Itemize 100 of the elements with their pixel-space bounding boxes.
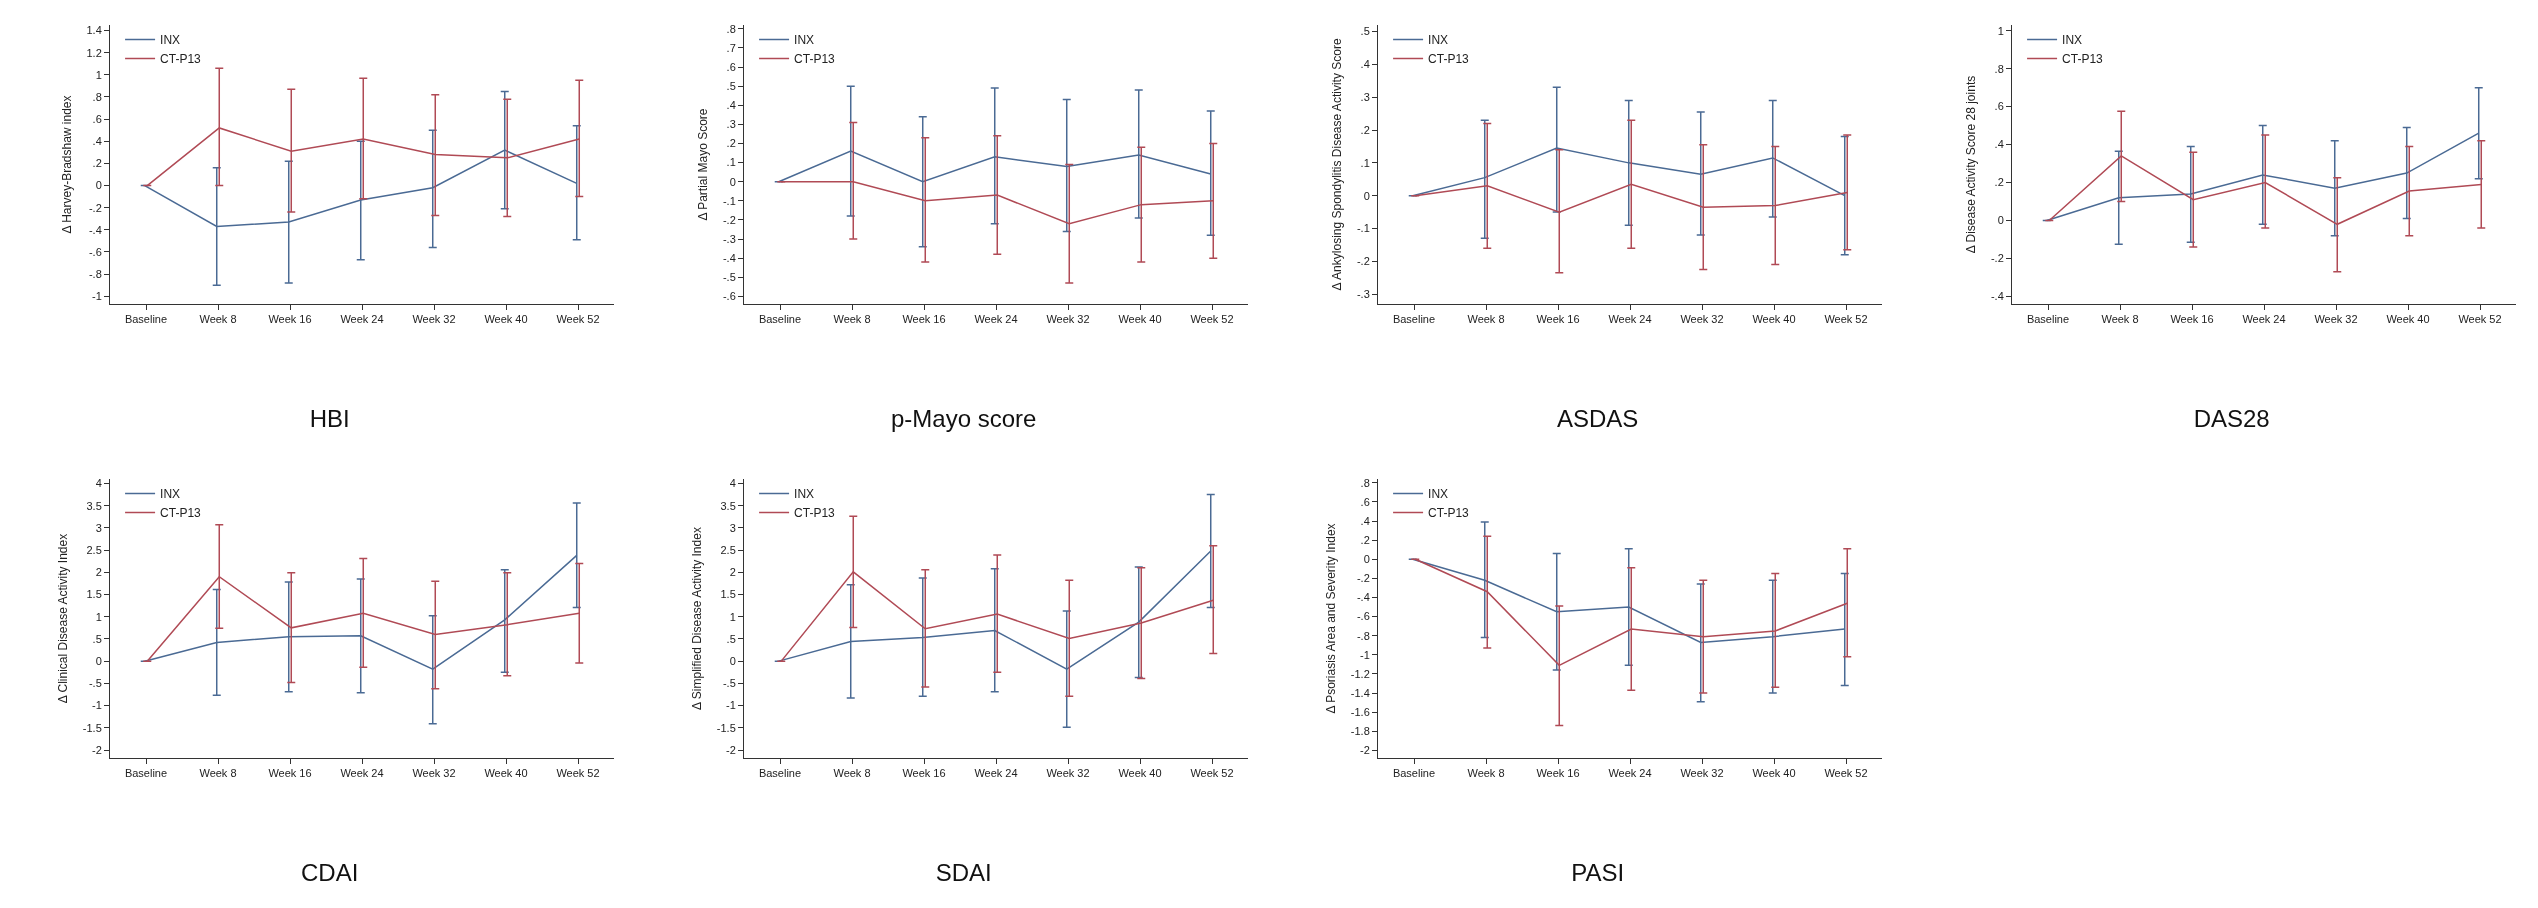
x-tick-label: Baseline [758,767,802,780]
y-axis-title: Δ Clinical Disease Activity Index [56,533,71,704]
x-tick-label: Week 24 [974,767,1018,780]
y-tick-label: -.6 [722,290,736,303]
y-tick-label: -.1 [722,194,736,207]
y-tick-label: .3 [1360,91,1370,104]
y-tick-label: -.3 [722,232,736,245]
x-tick-label: Week 16 [268,767,312,780]
y-tick-label: -.4 [722,251,736,264]
text: CDAI [301,858,359,886]
x-tick-label: Week 8 [199,767,237,780]
y-tick-label: .6 [726,60,736,73]
y-tick-label: .1 [726,156,736,169]
x-tick-label: Week 52 [1190,313,1234,326]
x-tick-label: Week 40 [2386,313,2430,326]
y-tick-label: .2 [92,157,102,170]
x-tick-label: Week 16 [902,767,946,780]
x-tick-label: Week 52 [556,313,600,326]
y-tick-label: 1.5 [86,588,102,601]
y-tick-label: 0 [1363,189,1370,202]
y-axis-title: Δ Partial Mayo Score [696,108,711,221]
x-tick-label: Week 24 [1608,313,1652,326]
y-tick-label: -.2 [88,201,102,214]
x-tick-label: Baseline [2026,313,2070,326]
y-tick-label: -1.5 [716,721,736,734]
y-tick-label: .1 [1360,156,1370,169]
x-tick-label: Week 32 [1046,313,1090,326]
y-tick-label: 2.5 [720,543,736,556]
y-tick-label: .4 [1360,58,1370,71]
x-tick-label: Week 8 [833,767,871,780]
text: DAS28 [2193,404,2270,432]
y-axis-title: Δ Psoriasis Area and Severity Index [1324,523,1339,714]
y-tick-label: .5 [726,80,736,92]
y-tick-label: 0 [95,179,102,192]
x-tick-label: Week 8 [199,313,237,326]
legend-label: CT-P13 [794,506,836,521]
x-tick-label: Week 24 [2242,313,2286,326]
y-tick-label: -.5 [722,271,736,284]
legend-label: INX [160,487,181,502]
legend-label: CT-P13 [1428,52,1470,67]
y-tick-label: -1.2 [1350,667,1370,680]
y-tick-label: .3 [726,118,736,131]
x-tick-label: Week 32 [412,313,456,326]
y-tick-label: 0 [1363,553,1370,566]
y-tick-label: -.5 [88,677,102,690]
x-tick-label: Week 52 [2458,313,2502,326]
x-tick-label: Week 8 [1467,767,1505,780]
legend-label: INX [1428,487,1449,502]
legend-label: INX [160,33,181,48]
y-tick-label: -.2 [1990,252,2004,265]
y-tick-label: -2 [92,743,102,756]
legend-label: CT-P13 [794,52,836,67]
text: PASI [1571,858,1625,886]
y-tick-label: 1 [1997,24,2004,37]
y-tick-label: -1 [92,699,102,712]
legend-label: CT-P13 [160,52,202,67]
x-tick-label: Week 32 [2314,313,2358,326]
y-tick-label: 4 [95,477,102,490]
x-tick-label: Week 24 [974,313,1018,326]
x-tick-label: Week 40 [484,313,528,326]
y-tick-label: 1.4 [86,24,102,37]
x-tick-label: Week 16 [1536,313,1580,326]
y-tick-label: .8 [726,22,736,35]
text: HBI [309,404,350,432]
y-tick-label: -1.5 [82,721,102,734]
y-tick-label: -1 [92,290,102,303]
x-tick-label: Week 52 [1824,767,1868,780]
text: SDAI [935,858,992,886]
y-tick-label: .2 [726,137,736,150]
y-tick-label: .8 [1360,476,1370,489]
legend-label: CT-P13 [160,506,202,521]
y-tick-label: .6 [1994,100,2004,113]
y-tick-label: 1.2 [86,46,102,59]
x-tick-label: Week 40 [1118,313,1162,326]
y-tick-label: -1 [726,699,736,712]
legend-label: INX [2062,33,2083,48]
y-tick-label: .5 [1360,25,1370,38]
y-tick-label: -.4 [1356,591,1370,604]
x-tick-label: Baseline [758,313,802,326]
y-tick-label: 1 [729,610,736,623]
y-tick-label: .5 [726,632,736,645]
y-tick-label: -.6 [88,245,102,258]
x-tick-label: Week 32 [1680,313,1724,326]
y-tick-label: .4 [1994,138,2004,151]
y-tick-label: -.8 [88,267,102,280]
y-tick-label: -.4 [88,223,102,236]
y-tick-label: -.4 [1990,290,2004,303]
legend-label: CT-P13 [2062,52,2104,67]
x-tick-label: Baseline [1392,767,1436,780]
x-tick-label: Week 16 [268,313,312,326]
y-tick-label: 1 [95,68,102,81]
text: ASDAS [1556,404,1639,432]
y-axis-title: Δ Disease Activity Score 28 joints [1964,75,1979,254]
y-tick-label: -.5 [722,677,736,690]
x-tick-label: Week 24 [340,313,384,326]
legend-label: CT-P13 [1428,506,1470,521]
y-tick-label: .2 [1360,123,1370,136]
y-axis-title: Δ Harvey-Bradshaw index [59,95,74,234]
y-tick-label: 0 [1997,214,2004,227]
y-tick-label: -1.4 [1350,686,1370,699]
